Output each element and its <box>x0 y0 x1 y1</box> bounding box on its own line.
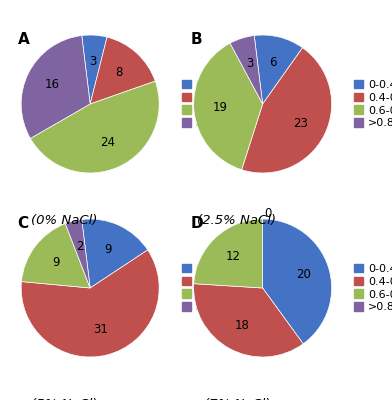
Text: 8: 8 <box>115 66 123 79</box>
Text: 6: 6 <box>269 56 277 69</box>
Wedge shape <box>82 219 148 288</box>
Text: (0% NaCl): (0% NaCl) <box>31 214 98 227</box>
Legend: 0-0.4, 0.4-0.6, 0.6-0.8, >0.8: 0-0.4, 0.4-0.6, 0.6-0.8, >0.8 <box>182 264 235 312</box>
Text: A: A <box>18 32 29 46</box>
Wedge shape <box>254 35 303 104</box>
Wedge shape <box>21 250 159 357</box>
Wedge shape <box>241 48 332 173</box>
Wedge shape <box>82 35 107 104</box>
Wedge shape <box>21 36 90 138</box>
Text: 3: 3 <box>89 55 96 68</box>
Text: 9: 9 <box>104 243 112 256</box>
Text: C: C <box>18 216 29 230</box>
Wedge shape <box>22 224 90 288</box>
Wedge shape <box>263 219 332 344</box>
Text: 16: 16 <box>44 78 60 91</box>
Text: 19: 19 <box>212 102 227 114</box>
Legend: 0-0.4, 0.4-0.6, 0.6-0.8, >0.8: 0-0.4, 0.4-0.6, 0.6-0.8, >0.8 <box>354 80 392 128</box>
Text: 2: 2 <box>76 240 83 253</box>
Wedge shape <box>65 220 90 288</box>
Text: 0: 0 <box>265 207 272 220</box>
Wedge shape <box>194 43 263 170</box>
Wedge shape <box>30 81 159 173</box>
Wedge shape <box>194 219 263 288</box>
Text: 12: 12 <box>226 250 241 263</box>
Text: 20: 20 <box>296 268 311 281</box>
Text: (7% NaCl): (7% NaCl) <box>203 398 270 400</box>
Text: B: B <box>190 32 202 46</box>
Text: (2.5% NaCl): (2.5% NaCl) <box>197 214 276 227</box>
Text: 23: 23 <box>294 117 309 130</box>
Text: 24: 24 <box>100 136 116 149</box>
Wedge shape <box>90 37 155 104</box>
Wedge shape <box>230 36 263 104</box>
Text: 3: 3 <box>246 57 253 70</box>
Text: 31: 31 <box>93 323 108 336</box>
Text: 9: 9 <box>52 256 60 269</box>
Text: D: D <box>190 216 203 230</box>
Text: 18: 18 <box>234 319 249 332</box>
Text: (5% NaCl): (5% NaCl) <box>31 398 98 400</box>
Legend: 0-0.4, 0.4-0.6, 0.6-0.8, >0.8: 0-0.4, 0.4-0.6, 0.6-0.8, >0.8 <box>354 264 392 312</box>
Legend: 0-0.4, 0.4-0.6, 0.6-0.8, >0.8: 0-0.4, 0.4-0.6, 0.6-0.8, >0.8 <box>182 80 235 128</box>
Wedge shape <box>194 284 303 357</box>
